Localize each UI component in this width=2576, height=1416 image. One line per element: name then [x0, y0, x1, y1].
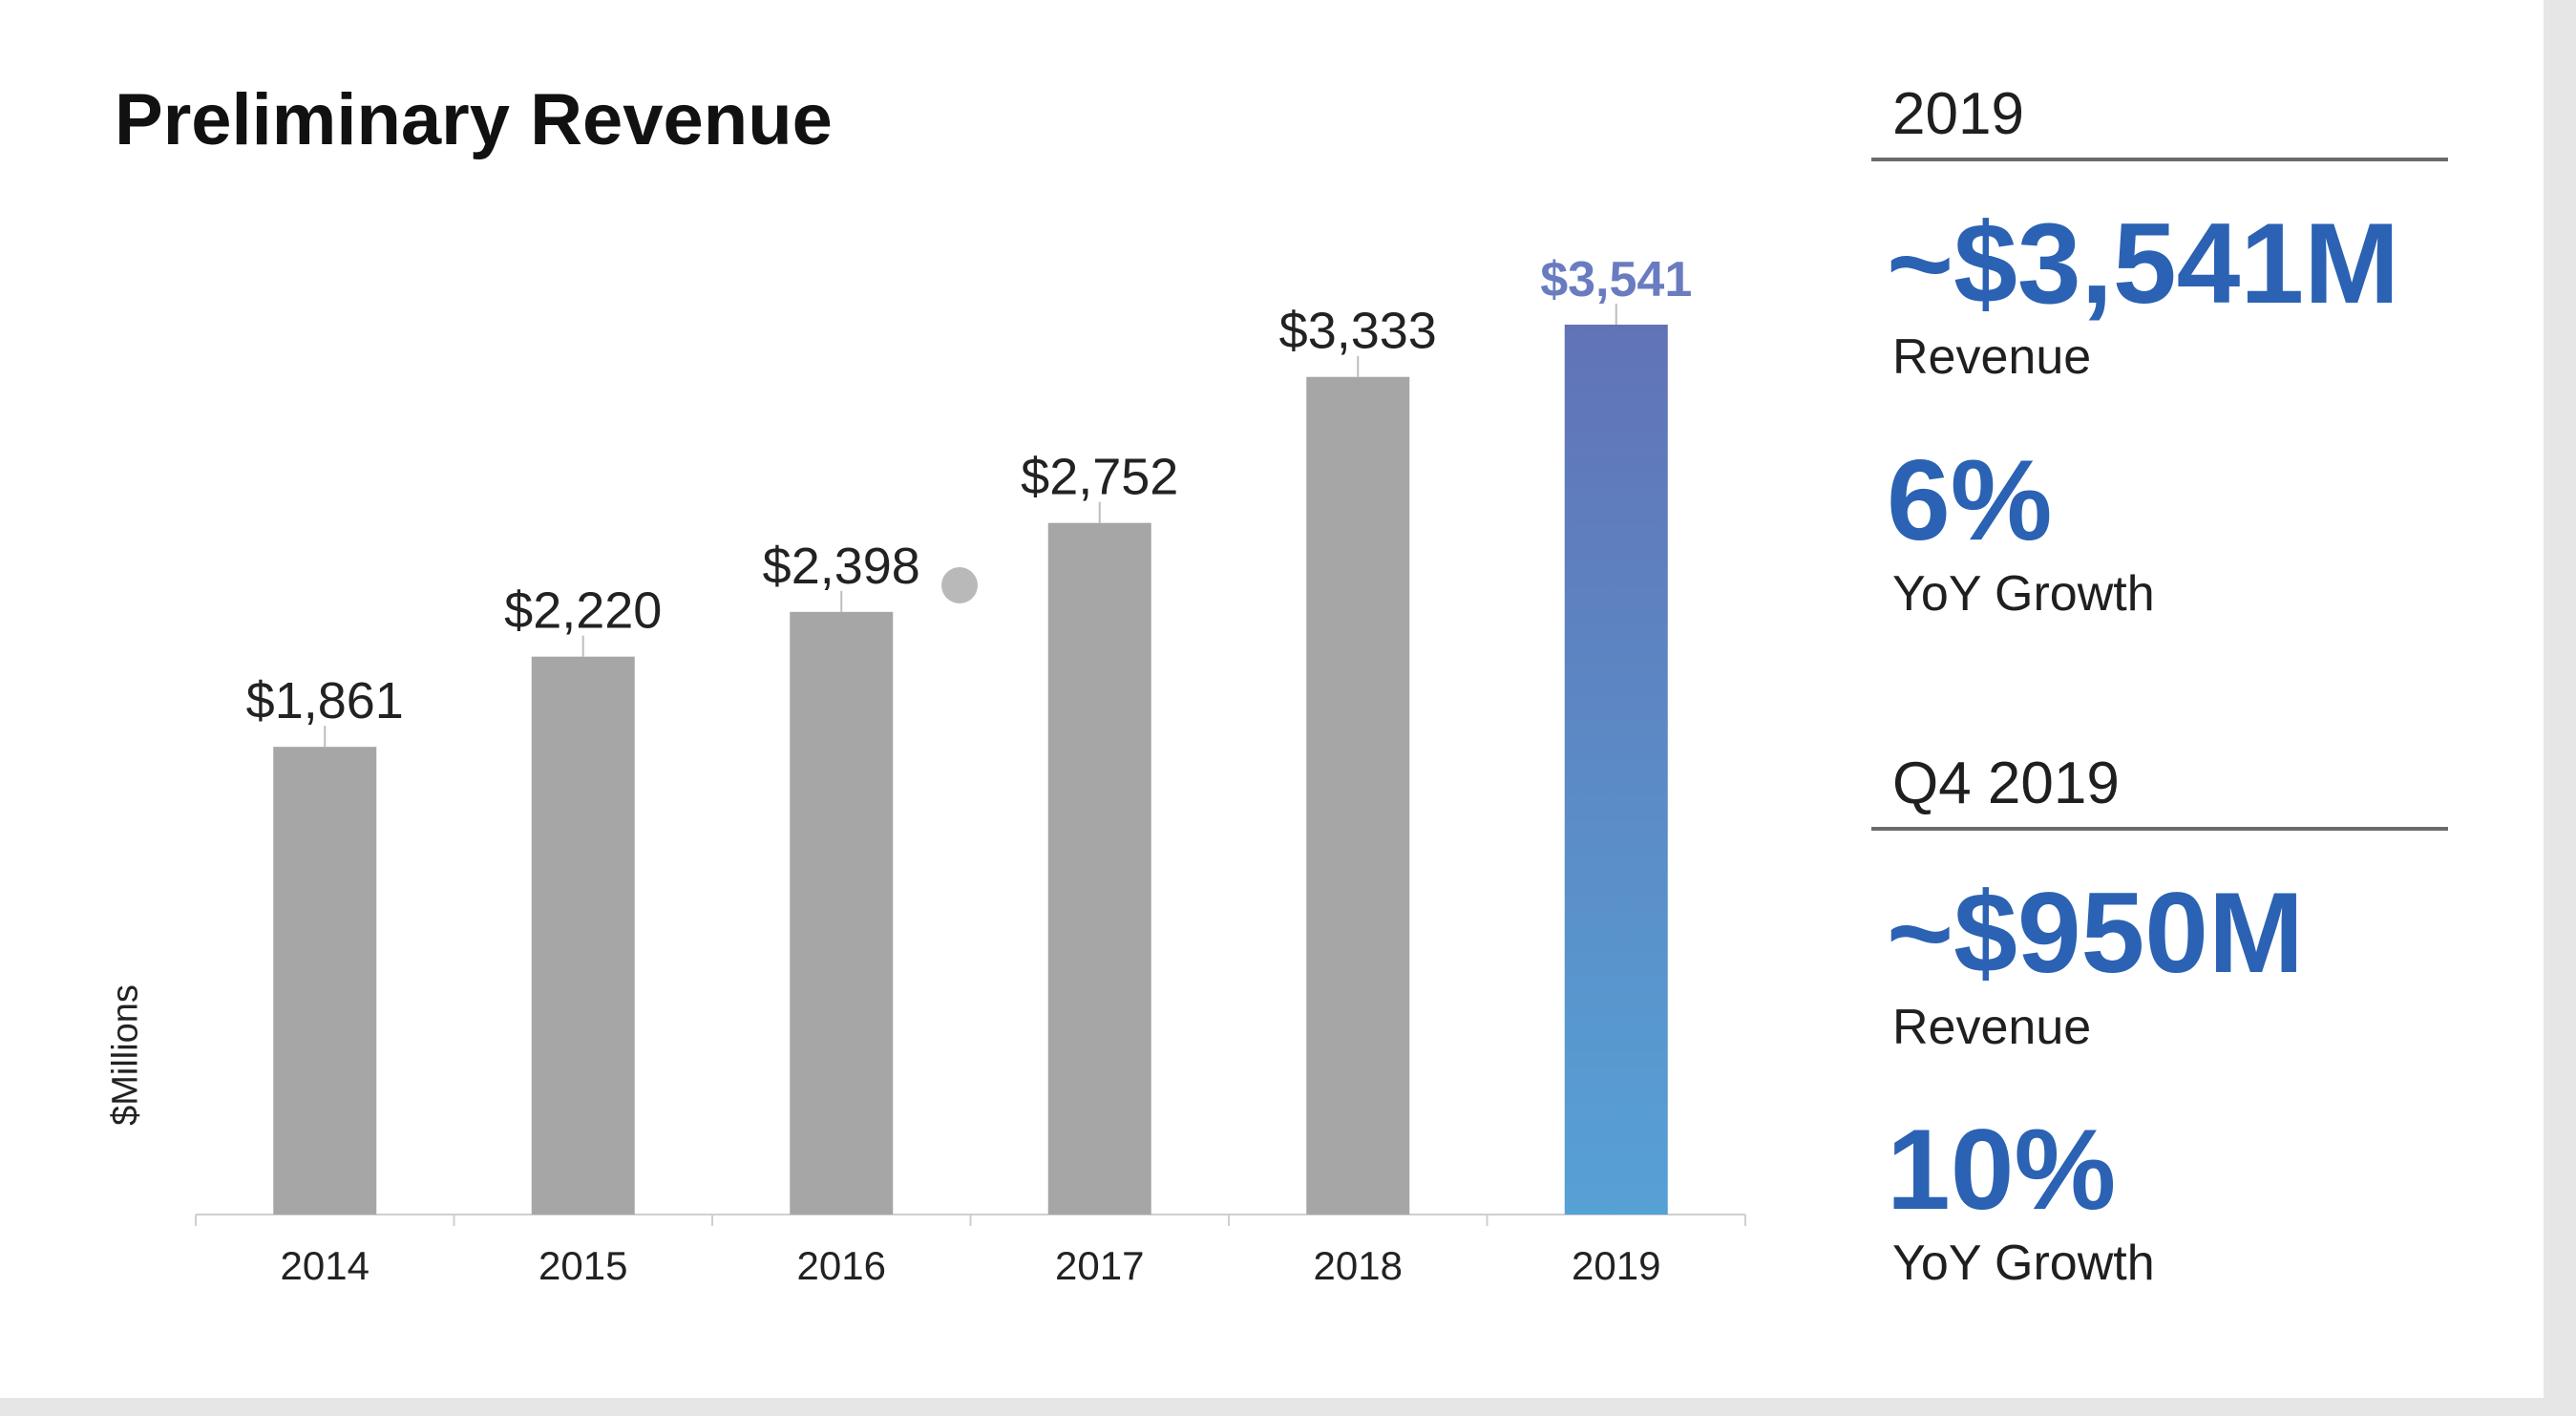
x-tick-label-2014: 2014 — [281, 1243, 370, 1288]
page-title: Preliminary Revenue — [115, 79, 833, 160]
stat-growth-value-q4-2019: 10% — [1887, 1106, 2117, 1234]
x-tick-label-2015: 2015 — [538, 1243, 627, 1288]
x-tick-label-2016: 2016 — [797, 1243, 886, 1288]
stat-growth-value-2019: 6% — [1887, 436, 2053, 564]
stat-revenue-label-2019: Revenue — [1892, 329, 2092, 385]
x-tick-label-2017: 2017 — [1055, 1243, 1144, 1288]
bar-2014 — [273, 747, 377, 1215]
bar-2019 — [1564, 325, 1668, 1215]
data-label-2015: $2,220 — [504, 582, 662, 640]
viewport-edge-bottom — [0, 1398, 2576, 1416]
x-tick-label-2019: 2019 — [1572, 1243, 1660, 1288]
bar-2015 — [531, 656, 635, 1215]
revenue-bar-chart: $1,861 2014 $2,220 2015 $2,398 2016 $2,752 2017… — [195, 252, 1746, 1288]
data-label-2018: $3,333 — [1279, 303, 1437, 360]
y-axis-label-wrap: $Millions — [97, 969, 155, 1141]
slide: Preliminary Revenue $1,861 2014 $2,220 2015… — [0, 0, 2544, 1398]
bar-2016 — [790, 611, 894, 1215]
data-label-2019: $3,541 — [1540, 252, 1692, 307]
stat-growth-label-q4-2019: YoY Growth — [1892, 1236, 2155, 1291]
x-tick-label-2018: 2018 — [1314, 1243, 1403, 1288]
marker-dot — [941, 567, 978, 603]
data-label-2014: $1,861 — [246, 672, 404, 729]
data-label-2016: $2,398 — [763, 538, 920, 595]
stat-revenue-value-q4-2019: ~$950M — [1887, 869, 2304, 997]
bar-2018 — [1306, 376, 1410, 1215]
y-axis-label: $Millions — [105, 984, 146, 1126]
stat-divider — [1871, 827, 2448, 831]
chart-marks: $1,861 2014 $2,220 2015 $2,398 2016 $2,752 2017… — [195, 252, 1746, 1288]
stat-heading-2019: 2019 — [1892, 81, 2024, 147]
stat-revenue-value-2019: ~$3,541M — [1887, 200, 2400, 328]
data-label-2017: $2,752 — [1021, 449, 1178, 506]
stat-heading-q4-2019: Q4 2019 — [1892, 750, 2120, 816]
stat-divider — [1871, 158, 2448, 161]
bar-2017 — [1047, 522, 1151, 1215]
viewport-edge-right — [2544, 0, 2576, 1416]
stat-revenue-label-q4-2019: Revenue — [1892, 1000, 2092, 1055]
stat-growth-label-2019: YoY Growth — [1892, 566, 2155, 622]
